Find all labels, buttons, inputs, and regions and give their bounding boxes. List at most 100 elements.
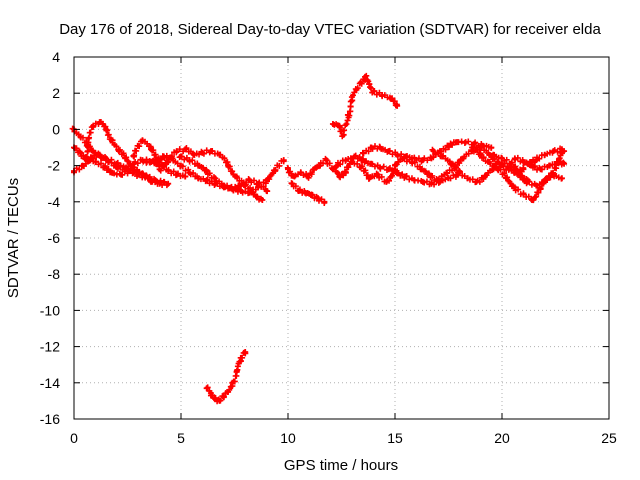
data-point [272,168,279,175]
data-point [473,178,480,185]
data-point [130,153,137,160]
data-point [280,157,287,164]
data-point [165,168,172,175]
data-point [285,166,291,173]
data-point [357,164,364,171]
data-point [456,168,463,175]
data-point [524,178,531,185]
data-point [439,153,446,160]
series-track-20 [524,145,566,168]
x-tick-label: 25 [601,430,617,446]
data-point [304,173,311,180]
data-point [377,164,384,171]
data-point [520,166,527,173]
data-point [77,149,84,156]
data-point [237,187,244,194]
data-point [317,162,324,169]
data-point [225,388,232,395]
data-point [295,187,302,194]
y-tick-label: -14 [40,375,60,391]
data-point [558,175,565,182]
series-track-09 [203,349,249,405]
data-point [173,148,180,155]
data-point [90,122,97,129]
data-point [130,164,137,171]
data-point [385,148,392,155]
data-point [323,157,330,164]
data-point [216,151,223,158]
data-point [79,162,86,169]
data-point [165,158,172,165]
data-point [118,171,125,178]
data-point [216,397,223,404]
series-track-08 [176,153,271,195]
data-point [426,171,433,178]
data-point [417,166,424,173]
data-point [302,189,309,196]
data-point [203,177,210,184]
series-track-14 [359,138,495,165]
data-point [362,73,369,80]
y-tick-label: -6 [48,230,61,246]
data-point [359,157,366,164]
data-point [550,148,557,155]
data-point [477,151,484,158]
series-track-13 [332,152,462,188]
data-point [182,173,189,180]
data-point [103,155,110,162]
data-point [368,144,375,151]
x-axis-title: GPS time / hours [284,457,398,474]
data-point [366,81,373,88]
y-tick-label: -10 [40,302,60,318]
data-point [289,180,296,187]
data-point [237,358,244,365]
data-point [329,120,336,127]
data-point [203,385,210,392]
data-point [212,396,219,403]
data-point [207,392,214,399]
data-point [486,158,493,165]
data-point [541,151,548,158]
data-point [237,182,244,189]
y-tick-label: -16 [40,411,60,427]
data-point [445,175,452,182]
data-point [419,157,426,164]
data-point [394,151,401,158]
y-tick-label: 4 [52,49,60,65]
data-point [199,149,206,156]
data-point [351,153,358,160]
data-point [490,151,497,158]
series-track-11 [288,180,328,206]
series-track-07 [156,145,266,203]
data-point [263,177,270,184]
data-point [255,180,262,187]
data-point [160,153,167,160]
data-point [195,162,202,169]
data-point [242,349,249,356]
data-point [122,155,129,162]
data-point [454,139,461,146]
data-point [92,149,99,156]
data-point [477,144,484,151]
data-point [434,177,441,184]
data-point [546,162,553,169]
data-point [148,178,155,185]
data-point [109,169,116,176]
y-tick-label: -4 [48,194,61,210]
data-point [428,180,435,187]
data-point [139,171,146,178]
data-point [96,119,103,126]
data-point [533,182,540,189]
data-point [229,186,236,193]
data-point [443,169,450,176]
data-point [520,191,527,198]
data-point [550,171,557,178]
data-point [92,158,99,165]
x-tick-label: 0 [70,430,78,446]
data-point [374,171,381,178]
data-point [246,177,253,184]
y-tick-label: 0 [52,121,60,137]
data-point [250,191,257,198]
